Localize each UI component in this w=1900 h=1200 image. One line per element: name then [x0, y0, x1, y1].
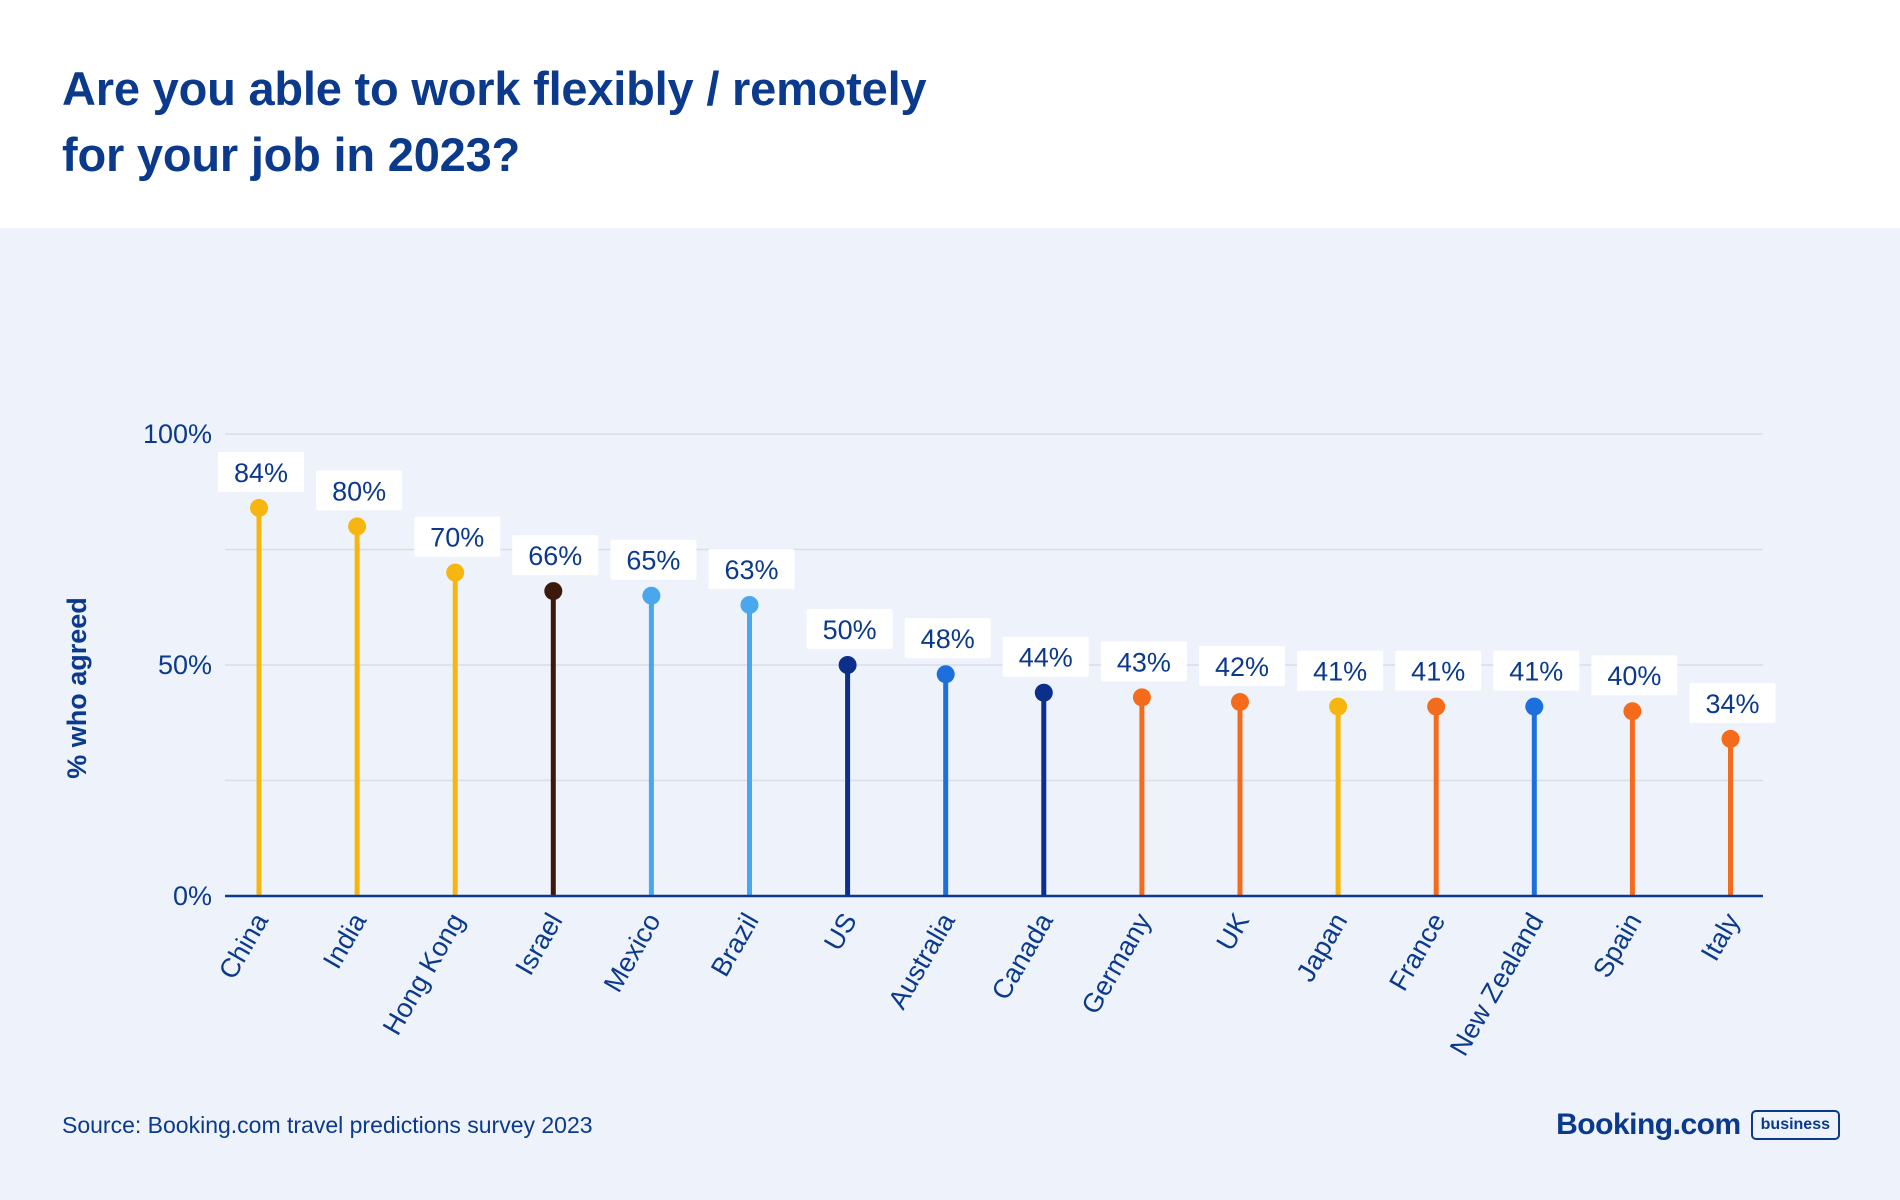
value-label: 44%: [1019, 643, 1073, 673]
lollipop-dot: [1623, 702, 1642, 721]
chart-title: Are you able to work flexibly / remotely…: [62, 56, 1162, 188]
chart-title-line-2: for your job in 2023?: [62, 128, 521, 181]
lollipop-dot: [1132, 688, 1151, 707]
value-label-box: [1199, 645, 1285, 686]
lollipop-dot: [1525, 697, 1544, 716]
value-label: 80%: [332, 476, 386, 506]
value-label: 41%: [1509, 657, 1563, 687]
value-label: 48%: [921, 624, 975, 654]
lollipop-dot: [642, 586, 661, 605]
x-tick-label: Brazil: [705, 908, 765, 981]
chart-title-line-1: Are you able to work flexibly / remotely: [62, 62, 927, 115]
value-label-box: [610, 539, 697, 580]
lollipop-dot: [1721, 729, 1740, 748]
value-label: 42%: [1215, 652, 1269, 682]
value-label-box: [1297, 650, 1384, 691]
y-tick-label: 50%: [158, 650, 212, 680]
lollipop-dot: [1329, 697, 1348, 716]
lollipop-dot: [740, 595, 759, 614]
value-label: 43%: [1117, 647, 1171, 677]
x-tick-label: Italy: [1695, 908, 1746, 966]
x-tick-label: China: [213, 907, 275, 984]
x-tick-label: Australia: [882, 907, 961, 1014]
y-axis-label: % who agreed: [62, 597, 92, 779]
y-tick-label: 0%: [173, 881, 212, 911]
value-label-box: [512, 535, 599, 576]
value-label-box: [1002, 636, 1089, 677]
value-label-box: [708, 548, 795, 589]
lollipop-dot: [348, 517, 367, 536]
value-label: 66%: [528, 541, 582, 571]
lollipop-dot: [446, 563, 465, 582]
value-label-box: [218, 451, 304, 492]
lollipop-dot: [936, 665, 955, 684]
lollipop-dot: [1427, 697, 1446, 716]
value-label: 41%: [1411, 657, 1465, 687]
value-label: 34%: [1705, 689, 1759, 719]
value-label: 70%: [430, 523, 484, 553]
header: Are you able to work flexibly / remotely…: [0, 0, 1900, 228]
lollipop-dot: [838, 656, 857, 674]
x-tick-label: Japan: [1291, 908, 1354, 987]
x-tick-label: Spain: [1587, 908, 1648, 983]
x-tick-label: Mexico: [598, 908, 667, 997]
brand-badge: business: [1750, 1110, 1840, 1140]
value-label-box: [1591, 655, 1678, 696]
chart-panel: [0, 228, 1900, 1200]
value-label: 84%: [234, 458, 288, 488]
value-label-box: [1493, 650, 1580, 691]
value-label: 63%: [724, 555, 778, 585]
value-label-box: [316, 470, 403, 511]
x-tick-label: Hong Kong: [377, 908, 471, 1040]
y-tick-label: 100%: [143, 419, 212, 449]
brand-logo: Booking.com business: [1556, 1108, 1840, 1142]
x-tick-label: Israel: [509, 908, 568, 980]
value-label: 40%: [1607, 661, 1661, 691]
value-label: 65%: [626, 546, 680, 576]
value-label-box: [806, 609, 893, 649]
lollipop-dot: [250, 498, 268, 517]
lollipop-dot: [1034, 683, 1053, 702]
lollipop-dot: [544, 582, 563, 601]
x-tick-label: India: [317, 907, 373, 974]
x-tick-label: US: [818, 908, 863, 955]
value-label-box: [1689, 682, 1776, 723]
brand-name: Booking.com: [1556, 1108, 1741, 1141]
value-label-box: [1395, 650, 1482, 691]
value-label: 41%: [1313, 657, 1367, 687]
x-tick-label: New Zealand: [1444, 908, 1550, 1061]
x-tick-label: UK: [1210, 908, 1255, 955]
value-label-box: [414, 516, 501, 557]
value-label-box: [1100, 641, 1187, 682]
x-tick-label: Germany: [1076, 908, 1158, 1020]
source-note: Source: Booking.com travel predictions s…: [62, 1112, 593, 1138]
x-tick-label: France: [1383, 908, 1451, 996]
value-label: 50%: [823, 615, 877, 645]
value-label-box: [904, 618, 991, 659]
x-tick-label: Canada: [986, 907, 1060, 1005]
lollipop-dot: [1231, 692, 1249, 711]
